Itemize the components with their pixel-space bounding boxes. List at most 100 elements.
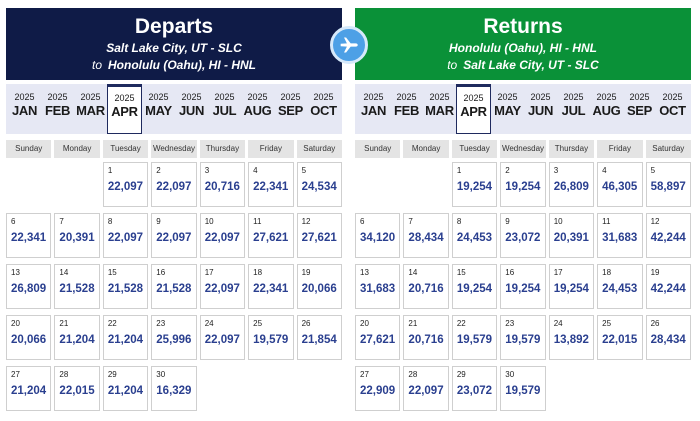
returns-month-tab-feb[interactable]: 2025 FEB — [390, 84, 423, 134]
returns-day-cell[interactable]: 11 31,683 — [597, 213, 643, 258]
departs-month-tab-apr[interactable]: 2025 APR — [107, 84, 142, 134]
day-price: 22,015 — [602, 334, 638, 346]
departs-day-cell[interactable]: 15 21,528 — [102, 264, 149, 309]
returns-month-tab-aug[interactable]: 2025 AUG — [590, 84, 623, 134]
returns-day-cell[interactable]: 24 13,892 — [548, 315, 595, 360]
returns-month-tab-sep[interactable]: 2025 SEP — [623, 84, 656, 134]
departs-day-cell[interactable]: 1 22,097 — [102, 162, 149, 207]
returns-day-cell[interactable]: 3 26,809 — [548, 162, 595, 207]
day-price: 24,453 — [602, 283, 638, 295]
departs-day-cell[interactable]: 28 22,015 — [54, 366, 100, 411]
returns-day-cell[interactable]: 15 19,254 — [451, 264, 498, 309]
departs-day-cell[interactable]: 4 22,341 — [248, 162, 294, 207]
departs-day-cell[interactable]: 29 21,204 — [102, 366, 149, 411]
returns-day-cell[interactable]: 18 24,453 — [597, 264, 643, 309]
day-number: 20 — [360, 319, 369, 328]
returns-day-cell[interactable]: 26 28,434 — [645, 315, 691, 360]
returns-day-cell[interactable]: 4 46,305 — [597, 162, 643, 207]
departs-month-tab-oct[interactable]: 2025 OCT — [307, 84, 340, 134]
returns-day-cell[interactable]: 10 20,391 — [548, 213, 595, 258]
day-price: 19,254 — [456, 283, 493, 295]
day-number: 22 — [456, 319, 466, 328]
returns-day-cell[interactable]: 5 58,897 — [645, 162, 691, 207]
weekday-friday: Friday — [248, 140, 294, 158]
departs-month-tab-jun[interactable]: 2025 JUN — [175, 84, 208, 134]
departs-day-cell[interactable]: 10 22,097 — [199, 213, 246, 258]
month-label: APR — [111, 104, 138, 119]
departs-day-cell[interactable]: 2 22,097 — [151, 162, 197, 207]
day-number: 26 — [301, 319, 311, 328]
departs-day-cell[interactable]: 18 22,341 — [248, 264, 294, 309]
returns-day-cell[interactable]: 30 19,579 — [500, 366, 546, 411]
departs-day-cell[interactable]: 3 20,716 — [199, 162, 246, 207]
returns-month-tab-mar[interactable]: 2025 MAR — [423, 84, 456, 134]
returns-month-tab-oct[interactable]: 2025 OCT — [656, 84, 689, 134]
returns-month-tab-may[interactable]: 2025 MAY — [491, 84, 524, 134]
departs-day-cell[interactable]: 20 20,066 — [6, 315, 52, 360]
day-number: 9 — [156, 217, 161, 226]
departs-month-tab-feb[interactable]: 2025 FEB — [41, 84, 74, 134]
returns-day-cell[interactable]: 2 19,254 — [500, 162, 546, 207]
departs-day-cell[interactable]: 5 24,534 — [296, 162, 342, 207]
returns-day-cell[interactable]: 6 34,120 — [355, 213, 401, 258]
departs-day-cell[interactable]: 21 21,204 — [54, 315, 100, 360]
returns-day-cell[interactable]: 23 19,579 — [500, 315, 546, 360]
returns-day-cell[interactable]: 25 22,015 — [597, 315, 643, 360]
departs-day-cell[interactable]: 26 21,854 — [296, 315, 342, 360]
departs-day-cell[interactable]: 30 16,329 — [151, 366, 197, 411]
returns-day-cell[interactable]: 9 23,072 — [500, 213, 546, 258]
departs-day-cell[interactable]: 14 21,528 — [54, 264, 100, 309]
departs-day-cell[interactable]: 25 19,579 — [248, 315, 294, 360]
returns-day-cell[interactable]: 17 19,254 — [548, 264, 595, 309]
day-number: 23 — [505, 319, 515, 328]
departs-month-tab-mar[interactable]: 2025 MAR — [74, 84, 107, 134]
departs-day-cell[interactable]: 24 22,097 — [199, 315, 246, 360]
returns-day-cell[interactable]: 8 24,453 — [451, 213, 498, 258]
day-number: 23 — [156, 319, 166, 328]
departs-day-cell[interactable]: 11 27,621 — [248, 213, 294, 258]
returns-day-cell[interactable]: 29 23,072 — [451, 366, 498, 411]
returns-month-tab-jul[interactable]: 2025 JUL — [557, 84, 590, 134]
departs-day-cell[interactable]: 9 22,097 — [151, 213, 197, 258]
month-label: MAY — [145, 103, 172, 118]
departs-day-cell[interactable]: 7 20,391 — [54, 213, 100, 258]
departs-day-cell[interactable]: 23 25,996 — [151, 315, 197, 360]
departs-day-cell[interactable]: 17 22,097 — [199, 264, 246, 309]
returns-day-cell[interactable]: 14 20,716 — [403, 264, 449, 309]
departs-day-cell[interactable]: 6 22,341 — [6, 213, 52, 258]
departs-day-cell[interactable]: 16 21,528 — [151, 264, 197, 309]
returns-day-cell[interactable]: 16 19,254 — [500, 264, 546, 309]
returns-day-cell[interactable]: 28 22,097 — [403, 366, 449, 411]
returns-day-cell[interactable]: 20 27,621 — [355, 315, 401, 360]
returns-month-tab-jan[interactable]: 2025 JAN — [357, 84, 390, 134]
departs-day-cell[interactable]: 13 26,809 — [6, 264, 52, 309]
month-year: 2025 — [280, 92, 301, 102]
departs-month-tab-jan[interactable]: 2025 JAN — [8, 84, 41, 134]
departs-day-cell[interactable]: 22 21,204 — [102, 315, 149, 360]
day-number: 8 — [456, 217, 462, 226]
returns-month-tab-jun[interactable]: 2025 JUN — [524, 84, 557, 134]
departs-header: Departs Salt Lake City, UT - SLC to Honol… — [6, 8, 342, 80]
returns-day-cell[interactable]: 7 28,434 — [403, 213, 449, 258]
month-year: 2025 — [114, 93, 135, 103]
returns-day-cell[interactable]: 13 31,683 — [355, 264, 401, 309]
day-price: 25,996 — [156, 334, 192, 346]
returns-day-cell[interactable]: 21 20,716 — [403, 315, 449, 360]
returns-day-cell[interactable]: 27 22,909 — [355, 366, 401, 411]
departs-day-cell[interactable]: 8 22,097 — [102, 213, 149, 258]
departs-day-cell[interactable]: 12 27,621 — [296, 213, 342, 258]
departs-month-tab-aug[interactable]: 2025 AUG — [241, 84, 274, 134]
returns-day-cell[interactable]: 1 19,254 — [451, 162, 498, 207]
day-number: 3 — [204, 166, 210, 175]
departs-month-tab-jul[interactable]: 2025 JUL — [208, 84, 241, 134]
departs-month-tab-sep[interactable]: 2025 SEP — [274, 84, 307, 134]
returns-day-cell[interactable]: 12 42,244 — [645, 213, 691, 258]
returns-month-tab-apr[interactable]: 2025 APR — [456, 84, 491, 134]
returns-day-cell[interactable]: 19 42,244 — [645, 264, 691, 309]
departs-month-tab-may[interactable]: 2025 MAY — [142, 84, 175, 134]
departs-day-cell[interactable]: 19 20,066 — [296, 264, 342, 309]
departs-day-cell[interactable]: 27 21,204 — [6, 366, 52, 411]
swap-button[interactable] — [330, 26, 368, 64]
returns-day-cell[interactable]: 22 19,579 — [451, 315, 498, 360]
month-label: JUL — [561, 103, 586, 118]
